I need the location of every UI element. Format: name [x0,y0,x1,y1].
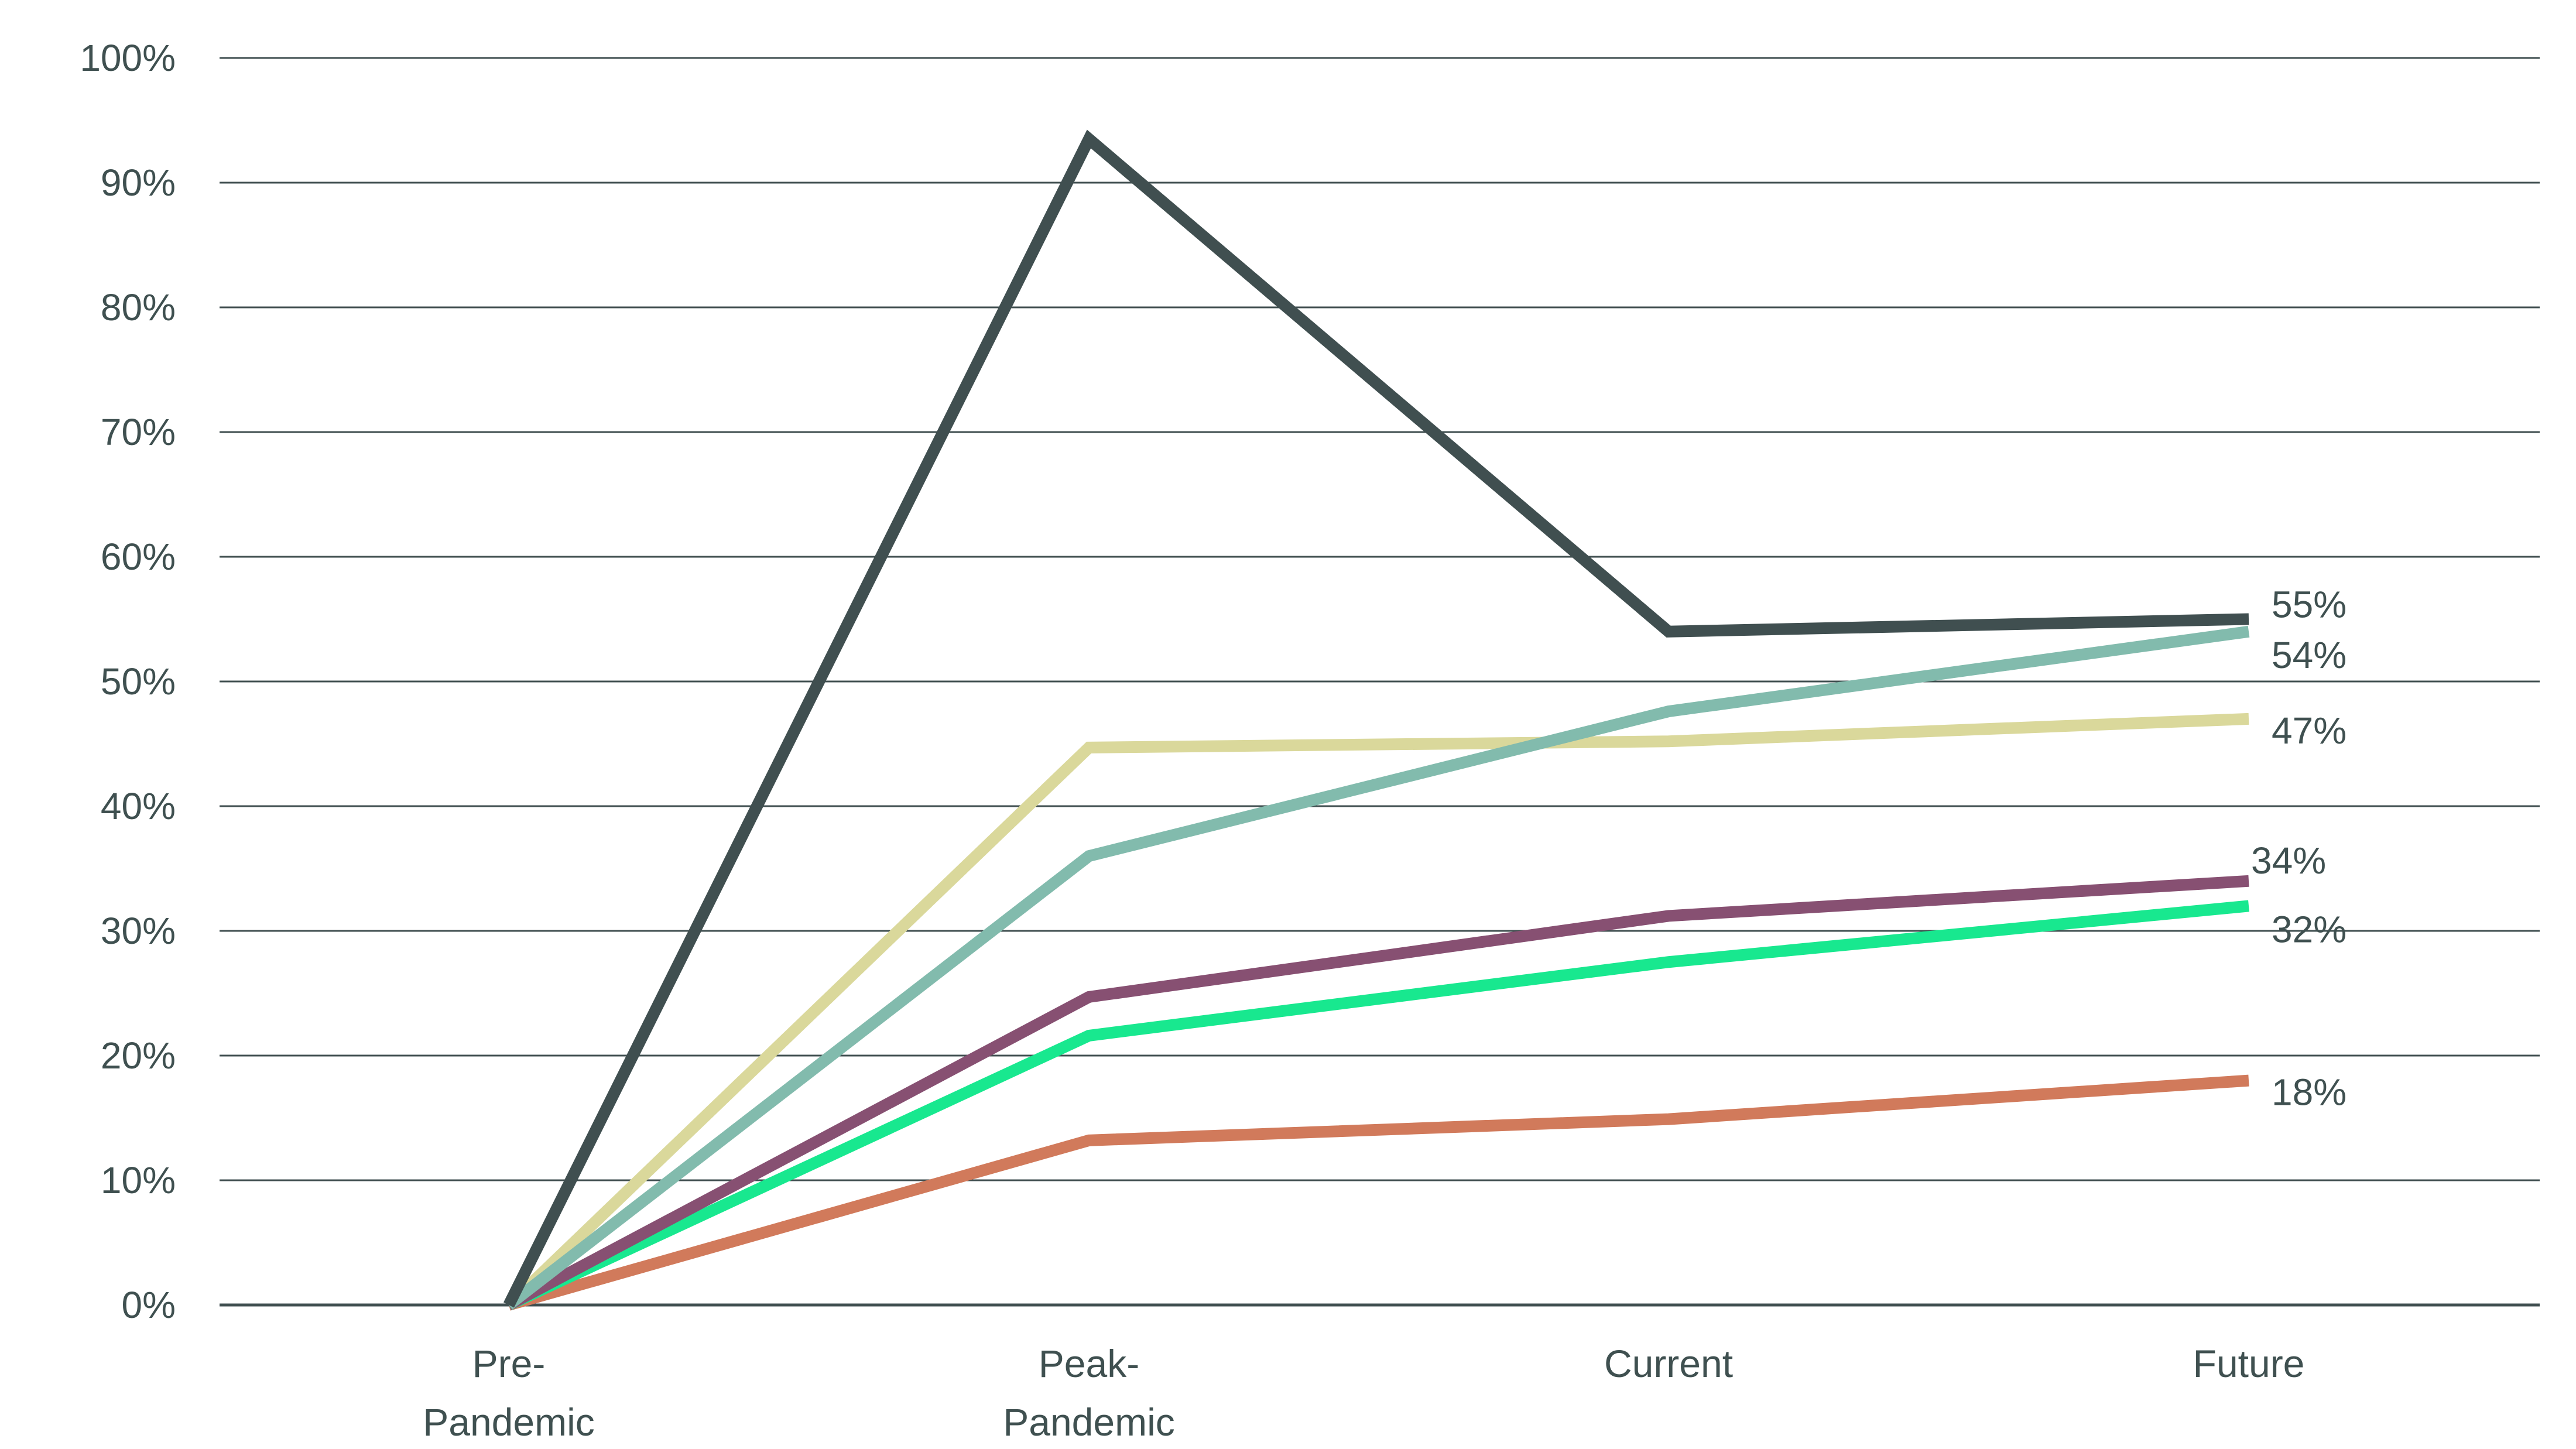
series-lines [503,129,2250,1311]
series-line [506,900,2249,1311]
series-line [505,625,2250,1310]
y-tick-label: 0% [122,1284,176,1326]
series-line [507,1074,2249,1311]
x-tick-label: Pre- [472,1342,546,1385]
y-tick-label: 90% [101,162,176,204]
y-tick-label: 70% [101,411,176,453]
y-tick-label: 10% [101,1159,176,1201]
y-tick-label: 60% [101,536,176,578]
end-value-label: 55% [2272,584,2347,626]
y-tick-label: 100% [80,37,176,79]
end-labels: 55% 54% 47% 34% 32% 18% [2251,584,2347,1114]
end-value-label: 34% [2251,840,2326,882]
gridlines [220,57,2540,1307]
y-axis-ticks: 0% 10% 20% 30% 40% 50% 60% 70% 80% 90% 100% [80,37,176,1326]
series-line [505,712,2249,1310]
x-tick-label: Peak- [1039,1342,1139,1385]
x-axis-ticks: Pre- Pandemic Peak- Pandemic Current Future [423,1342,2304,1444]
y-tick-label: 50% [101,660,176,703]
end-value-label: 47% [2272,710,2347,752]
series-line [506,875,2249,1310]
end-value-label: 54% [2272,634,2347,676]
x-tick-label: Pandemic [1003,1400,1175,1444]
y-tick-label: 80% [101,286,176,328]
x-tick-label: Pandemic [423,1400,595,1444]
y-tick-label: 40% [101,785,176,827]
end-value-label: 32% [2272,908,2347,950]
end-value-label: 18% [2272,1071,2347,1114]
x-tick-label: Current [1604,1342,1733,1385]
y-tick-label: 30% [101,910,176,952]
y-tick-label: 20% [101,1034,176,1077]
x-tick-label: Future [2193,1342,2305,1385]
series-line [503,129,2249,1308]
